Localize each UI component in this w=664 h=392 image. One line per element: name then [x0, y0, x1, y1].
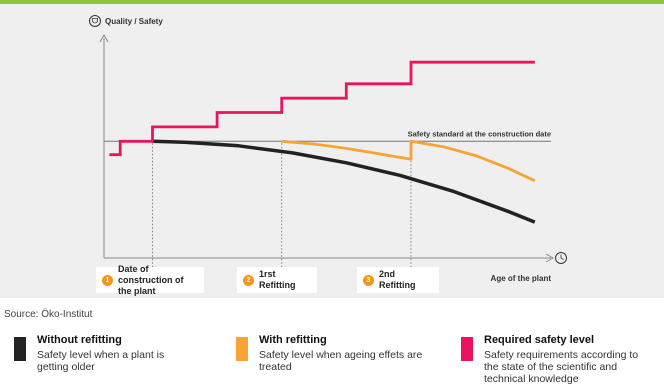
legend-swatch — [236, 337, 248, 361]
marker-first-refitting: 2 1rst Refitting — [237, 267, 317, 293]
marker-label: Date of construction of the plant — [118, 263, 184, 296]
shield-icon — [89, 15, 101, 27]
source-note: Source: Öko-Institut — [4, 309, 93, 320]
top-accent-rule — [0, 0, 664, 4]
marker-label: 2nd Refitting — [379, 269, 416, 290]
legend-description: Safety level when ageing effets are trea… — [259, 349, 423, 373]
chart-panel: Quality / Safety Age of the plant Safety… — [0, 4, 664, 298]
x-axis-label: Age of the plant — [491, 274, 552, 283]
series-with-refitting — [281, 139, 536, 183]
legend-title: With refitting — [259, 334, 327, 346]
x-axis-arrow — [545, 253, 555, 263]
marker-label: 1rst Refitting — [259, 269, 296, 290]
chart: Quality / Safety Age of the plant Safety… — [89, 15, 567, 283]
series-without-refitting — [152, 139, 536, 224]
marker-second-refitting: 3 2nd Refitting — [357, 267, 439, 293]
legend-swatch — [461, 337, 473, 361]
legend-title: Without refitting — [37, 334, 122, 346]
legend-description: Safety requirements according to the sta… — [484, 349, 639, 385]
marker-number: 2 — [243, 274, 254, 286]
series-required-safety-level — [109, 60, 535, 157]
marker-construction-date: 1 Date of construction of the plant — [96, 264, 204, 296]
clock-icon — [555, 252, 567, 264]
safety-standard-label: Safety standard at the construction date — [408, 129, 551, 138]
legend-title: Required safety level — [484, 334, 595, 346]
y-axis-arrow — [99, 33, 109, 43]
legend-description: Safety level when a plant is getting old… — [37, 349, 165, 373]
marker-number: 3 — [363, 274, 374, 286]
marker-number: 1 — [102, 274, 113, 286]
y-axis-label: Quality / Safety — [105, 17, 163, 26]
legend-swatch — [14, 337, 26, 361]
